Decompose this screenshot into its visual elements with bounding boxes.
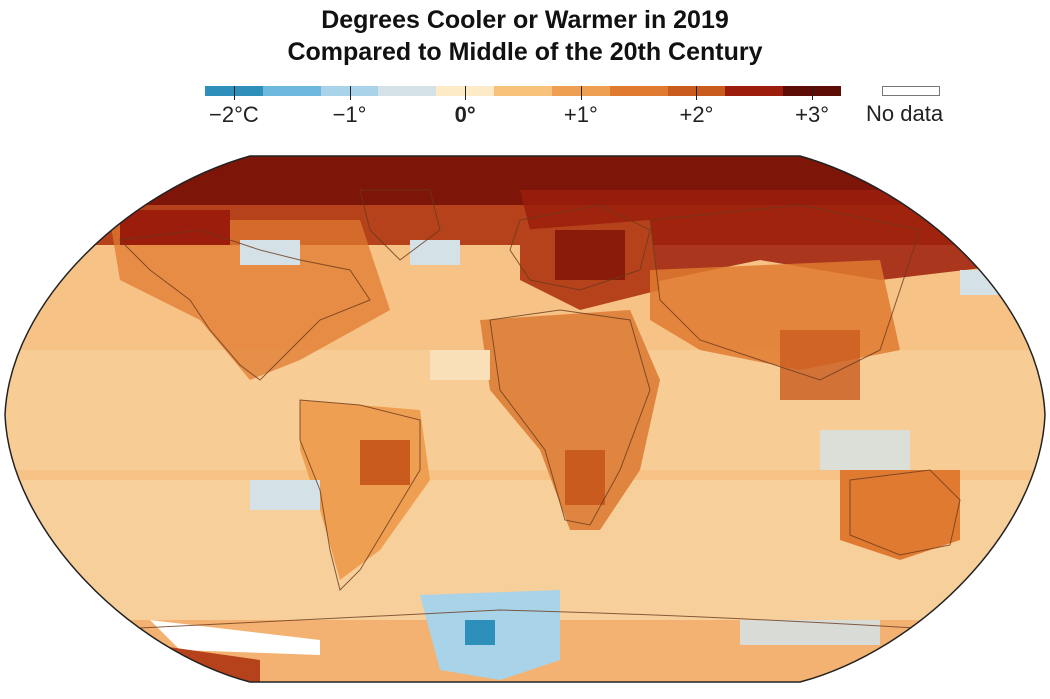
legend-swatch (551, 86, 610, 96)
legend-swatch (609, 86, 668, 96)
anomaly-cool-south-atlantic (250, 480, 320, 510)
title-line-1: Degrees Cooler or Warmer in 2019 (321, 6, 729, 34)
coastline-greenland (359, 189, 441, 261)
coastlines (99, 189, 961, 631)
anomaly-cool-greenland-sea (410, 240, 460, 265)
coastline-africa (489, 309, 651, 526)
legend-label: +1° (563, 102, 598, 127)
anomaly-brazil (360, 440, 410, 485)
map-title: Degrees Cooler or Warmer in 2019 Compare… (0, 4, 1050, 68)
legend-label: −1° (332, 102, 367, 127)
anomaly-cool-west-pacific (960, 270, 1010, 295)
legend-swatch (378, 86, 437, 96)
legend-swatch (783, 86, 841, 96)
legend-color-scale (205, 86, 841, 96)
coastline-south-america (299, 399, 421, 591)
anomaly-antarctica-cool-east (740, 620, 880, 645)
title-line-2: Compared to Middle of the 20th Century (287, 38, 763, 66)
legend-tick (812, 86, 814, 100)
legend-tick (580, 86, 582, 100)
legend-swatch (667, 86, 726, 96)
coastline-australia (849, 469, 961, 556)
anomaly-southern-africa (565, 450, 605, 505)
legend-tick (465, 86, 467, 100)
globe-outline (4, 155, 1046, 683)
anomaly-australia (840, 470, 960, 560)
legend-tick (233, 86, 235, 100)
legend-swatch (494, 86, 552, 96)
anomaly-southeast-asia (780, 330, 860, 400)
anomaly-cool-indian-ocean (820, 430, 910, 470)
no-data-region (150, 620, 320, 655)
coastline-asia (649, 204, 921, 381)
no-data-label: No data (866, 101, 944, 126)
legend-swatch (262, 86, 321, 96)
anomaly-antarctica-cold-core (465, 620, 495, 645)
legend-label: +2° (679, 102, 714, 127)
anomaly-north-america (110, 220, 390, 380)
coastline-antarctica (99, 609, 951, 631)
legend-tick (696, 86, 698, 100)
world-temperature-map (4, 155, 1046, 683)
legend-label: +3° (795, 102, 830, 127)
no-data-swatch (882, 86, 940, 96)
legend-swatch (436, 86, 495, 96)
coastline-north-america (118, 229, 371, 381)
anomaly-africa (480, 310, 660, 530)
legend-tick (349, 86, 351, 100)
legend-swatch (725, 86, 784, 96)
temperature-legend: −2°C −1° 0° +1° +2° +3° (205, 86, 845, 136)
anomaly-cool-atlantic (430, 350, 490, 380)
coastline-europe (509, 204, 651, 291)
anomaly-alaska (120, 210, 230, 245)
legend-label: 0° (454, 102, 476, 127)
anomaly-eastern-europe (555, 230, 625, 280)
legend-label: −2°C (209, 102, 259, 127)
